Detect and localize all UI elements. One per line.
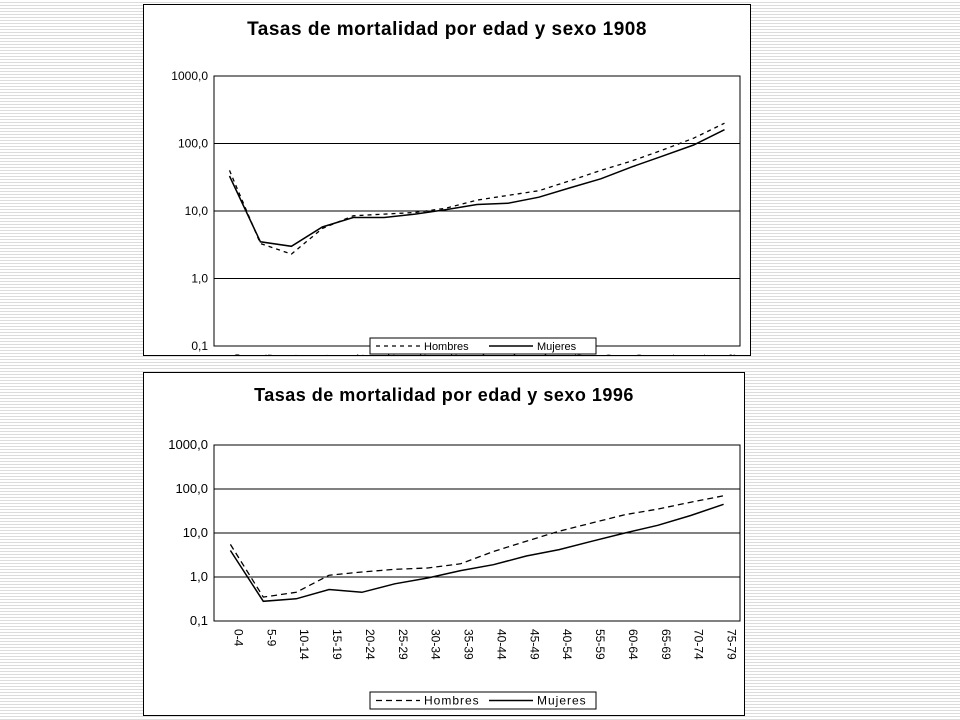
y-tick-label: 10,0 [185,204,209,218]
x-tick-label: 20-24 [354,354,366,355]
x-tick-label: 60-64 [602,354,614,355]
x-tick-label: 75-79 [725,629,739,660]
legend-label: Hombres [424,694,480,708]
x-tick-label: 65-69 [633,354,645,355]
x-tick-label: 0-4 [230,354,242,355]
chart-1996-plot: 0,1 1,0 10,0 100,0 1000,0 0-4 5-9 10-14 15-19 20-… [168,437,741,710]
y-tick-label: 1,0 [191,272,208,286]
x-tick-label: 20-24 [363,629,377,660]
x-tick-label: 30-34 [429,629,443,660]
y-tick-label: 0,1 [190,613,208,628]
y-tick-label: 100,0 [178,137,208,151]
plot-area [213,444,741,622]
x-tick-label: 40-44 [494,629,508,660]
x-tick-label: 60-64 [626,629,640,660]
legend-label: Mujeres [537,694,587,708]
x-tick-label: 10-14 [292,354,304,355]
chart-title: Tasas de mortalidad por edad y sexo 1996 [254,385,634,405]
legend-label: Hombres [424,341,469,353]
x-tick-label: 70-74 [692,629,706,660]
x-tick-label: 10-14 [297,629,311,660]
x-tick-label: 65-69 [659,629,673,660]
series-hombres [229,495,724,598]
x-tick-label: 40-54 [560,629,574,660]
chart-1908: Tasas de mortalidad por edad y sexo 1908… [143,4,751,356]
series-mujeres [229,503,724,603]
y-tick-label: 1,0 [190,569,208,584]
x-tick-label: 15-19 [330,629,344,660]
y-tick-label: 100,0 [175,481,208,496]
chart-1996: Tasas de mortalidad por edad y sexo 1996… [143,372,745,716]
y-tick-label: 1000,0 [171,69,208,83]
y-tick-label: 0,1 [191,339,208,353]
x-tick-label: 35-39 [462,629,476,660]
x-tick-label: 45-49 [527,629,541,660]
x-tick-label: 55-59 [593,629,607,660]
legend [369,337,597,355]
legend-label: Mujeres [537,341,577,353]
chart-title: Tasas de mortalidad por edad y sexo 1908 [247,19,647,40]
series-hombres [228,122,725,255]
x-tick-label: 15-19 [323,354,335,355]
x-tick-label: 25-29 [396,629,410,660]
x-tick-label: 75-79 [695,354,707,355]
x-tick-label: 0-4 [231,629,245,647]
y-tick-label: 10,0 [183,525,208,540]
series-mujeres [228,129,725,248]
legend [369,691,597,710]
chart-1908-plot: 0,1 1,0 10,0 100,0 1000,0 0-4 5-9 10-14 15-19 20-… [171,69,741,355]
x-tick-label: 80 y más [726,354,738,355]
x-tick-label: 5-9 [261,354,273,355]
x-tick-label: 5-9 [264,629,278,647]
y-tick-label: 1000,0 [168,437,208,452]
x-tick-label: 70-74 [664,354,676,355]
